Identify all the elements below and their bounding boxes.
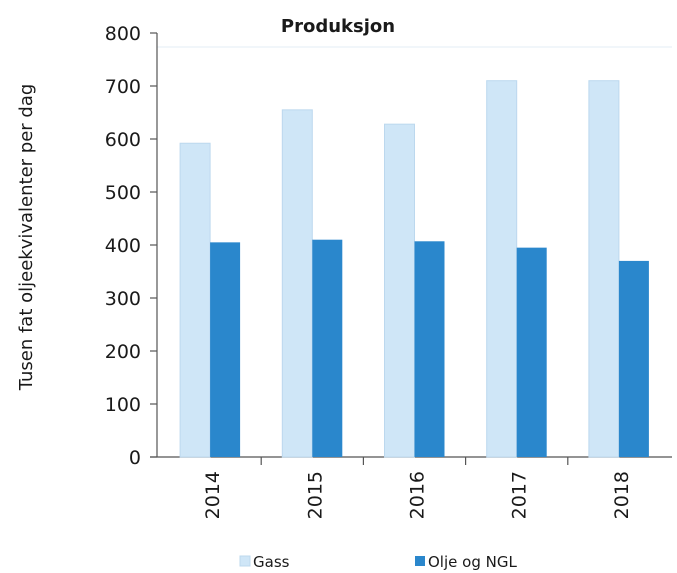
y-tick-label: 200 <box>105 341 141 363</box>
bar-olje-og-ngl-2018 <box>618 260 649 457</box>
y-tick-label: 100 <box>105 394 141 416</box>
x-tick-label: 2014 <box>202 471 224 519</box>
y-axis-title: Tusen fat oljeekvivalenter per dag <box>16 84 37 392</box>
x-tick-label: 2017 <box>509 471 531 519</box>
legend: Gass Olje og NGL <box>239 553 517 571</box>
legend-swatch-olje-og-ngl <box>415 556 425 566</box>
y-tick-label: 300 <box>105 288 141 310</box>
x-tick-label: 2016 <box>407 471 429 519</box>
bar-olje-og-ngl-2017 <box>516 247 547 457</box>
chart-title: Produksjon <box>281 16 395 37</box>
bars <box>179 80 649 458</box>
bar-gass-2018 <box>588 80 620 458</box>
legend-swatch-gass <box>239 555 251 567</box>
bar-olje-og-ngl-2016 <box>414 241 445 457</box>
y-axis: 0 100 200 300 400 500 600 700 800 <box>105 23 158 469</box>
bar-olje-og-ngl-2015 <box>312 239 343 457</box>
bar-gass-2014 <box>179 142 211 458</box>
bar-gass-2017 <box>486 80 518 458</box>
legend-label-gass: Gass <box>253 553 290 571</box>
x-tick-label: 2018 <box>611 471 633 519</box>
y-tick-label: 600 <box>105 129 141 151</box>
bar-olje-og-ngl-2014 <box>210 242 241 457</box>
x-tick-label: 2015 <box>304 471 326 519</box>
x-axis: 2014 2015 2016 2017 2018 <box>150 456 672 519</box>
bar-gass-2016 <box>384 123 415 458</box>
y-tick-label: 700 <box>105 76 141 98</box>
bar-gass-2015 <box>281 109 313 458</box>
legend-label-olje-og-ngl: Olje og NGL <box>428 553 517 571</box>
y-tick-label: 500 <box>105 182 141 204</box>
y-tick-label: 400 <box>105 235 141 257</box>
y-tick-label: 0 <box>129 447 141 469</box>
y-tick-label: 800 <box>105 23 141 45</box>
